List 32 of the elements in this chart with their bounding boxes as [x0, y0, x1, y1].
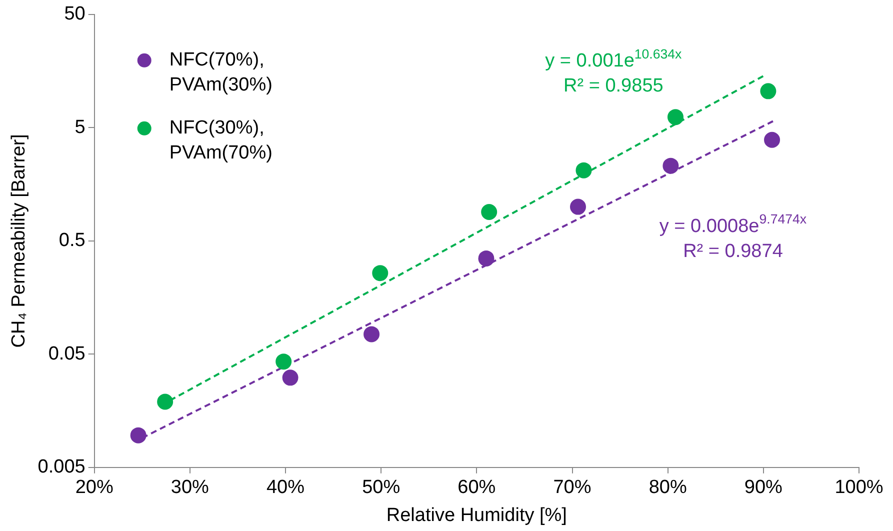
x-tick-label: 40% — [266, 477, 305, 498]
point — [662, 158, 679, 174]
x-tick-label: 30% — [170, 477, 210, 498]
x-tick-label: 90% — [744, 477, 783, 498]
point — [570, 198, 586, 215]
point — [764, 132, 780, 148]
point — [760, 83, 776, 100]
point — [478, 250, 494, 266]
y-axis-title: CH₄ Permeability [Barrer] — [8, 134, 30, 348]
point — [130, 427, 146, 444]
point — [276, 354, 292, 370]
x-tick-label: 100% — [834, 477, 884, 498]
point — [282, 370, 298, 386]
legend-label: NFC(70%), PVAm(30%) — [169, 50, 272, 96]
point — [667, 109, 684, 126]
x-tick-label: 50% — [362, 477, 400, 498]
point — [364, 326, 380, 342]
y-tick-label: 0.05 — [48, 343, 86, 364]
point — [372, 265, 388, 282]
point — [157, 394, 174, 410]
x-tick-label: 70% — [553, 477, 592, 498]
y-tick-label: 50 — [64, 4, 86, 25]
y-tick-label: 0.5 — [58, 230, 86, 252]
x-tick-label: 60% — [458, 477, 496, 498]
legend-label: NFC(30%), PVAm(70%) — [169, 118, 272, 164]
y-tick-label: 5 — [74, 116, 86, 138]
point — [481, 204, 498, 220]
x-axis-title: Relative Humidity [%] — [386, 504, 567, 526]
point — [576, 162, 592, 178]
y-tick-label: 0.005 — [38, 456, 86, 478]
x-tick-label: 20% — [75, 477, 114, 498]
x-tick-label: 80% — [648, 477, 687, 498]
